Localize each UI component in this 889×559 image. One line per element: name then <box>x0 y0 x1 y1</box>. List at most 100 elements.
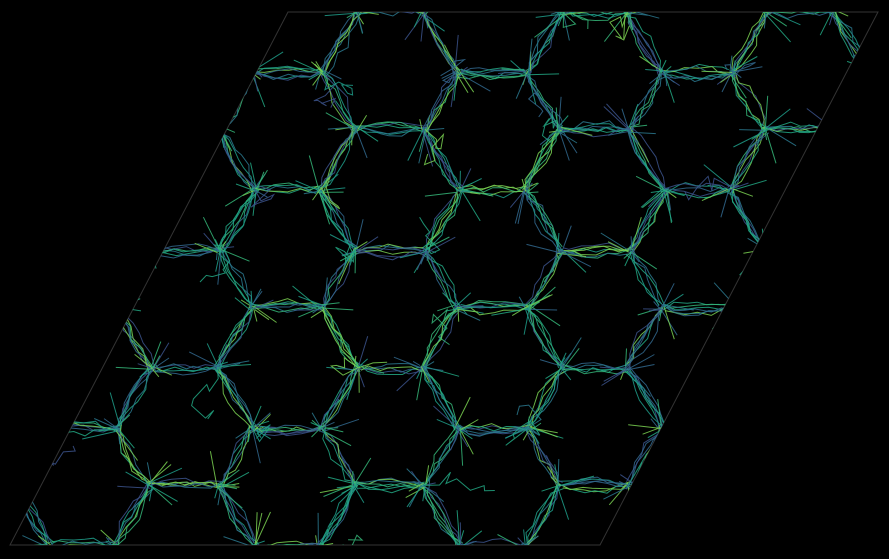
trajectory <box>556 475 595 487</box>
trajectory <box>525 484 560 545</box>
trajectory <box>528 303 565 371</box>
trajectory <box>525 308 558 311</box>
trajectory <box>517 537 528 545</box>
trajectory <box>149 341 162 370</box>
trajectory <box>217 484 222 506</box>
trajectory <box>303 190 319 195</box>
trajectory <box>545 368 562 380</box>
trajectory <box>118 365 151 426</box>
trajectory <box>425 186 462 253</box>
trajectory <box>609 12 630 41</box>
trajectory <box>219 311 253 369</box>
trajectory <box>730 74 747 99</box>
trajectory <box>460 168 472 190</box>
trajectory <box>527 182 539 193</box>
trajectory <box>629 74 662 133</box>
trajectory <box>457 190 471 193</box>
trajectory <box>631 230 645 253</box>
trajectory <box>628 12 648 16</box>
trajectory <box>317 483 357 545</box>
trajectory <box>321 69 359 128</box>
trajectory <box>529 425 558 438</box>
trajectory <box>229 305 256 336</box>
trajectory <box>354 12 365 25</box>
trajectory <box>254 540 320 545</box>
trajectory <box>209 451 218 488</box>
trajectory <box>421 128 457 188</box>
trajectory <box>459 71 475 93</box>
trajectory <box>600 232 628 251</box>
trajectory <box>767 12 831 13</box>
trajectory <box>316 487 356 545</box>
trajectory <box>416 367 423 380</box>
trajectory <box>458 66 468 75</box>
trajectory <box>149 481 224 486</box>
trajectory <box>526 486 559 545</box>
trajectory <box>703 164 733 189</box>
trajectory <box>543 251 564 283</box>
trajectory <box>627 130 639 143</box>
trajectory <box>666 187 727 199</box>
trajectory <box>457 184 525 194</box>
trajectory <box>150 477 222 487</box>
trajectory <box>649 71 665 84</box>
trajectory <box>220 130 254 191</box>
trajectory <box>419 119 423 131</box>
trajectory <box>528 304 561 327</box>
trajectory <box>459 304 527 308</box>
trajectory <box>412 360 421 366</box>
trajectory <box>560 126 632 133</box>
trajectory <box>746 131 765 156</box>
trajectory <box>525 368 561 428</box>
trajectory <box>215 130 258 189</box>
trajectory <box>459 427 464 466</box>
trajectory <box>255 302 325 309</box>
trajectory <box>324 248 356 308</box>
trajectory <box>628 103 639 128</box>
trajectory <box>425 13 456 75</box>
trajectory <box>739 129 767 131</box>
trajectory <box>425 236 456 254</box>
trajectory <box>456 510 461 545</box>
trajectory <box>250 420 270 428</box>
trajectory <box>558 96 562 130</box>
trajectory <box>436 418 458 429</box>
trajectory <box>641 188 666 209</box>
trajectory <box>137 363 151 369</box>
trajectory <box>459 522 462 545</box>
trajectory <box>217 364 256 432</box>
trajectory <box>214 360 250 368</box>
trajectory <box>731 129 762 193</box>
trajectory <box>726 132 765 193</box>
trajectory <box>603 366 630 382</box>
trajectory <box>441 70 459 79</box>
trajectory <box>251 543 324 545</box>
trajectory <box>526 189 561 254</box>
trajectory <box>523 307 530 335</box>
trajectory <box>631 187 670 248</box>
trajectory <box>730 129 764 194</box>
trajectory <box>663 66 672 74</box>
trajectory <box>534 14 566 38</box>
trajectory <box>424 187 464 253</box>
trajectory <box>100 529 116 544</box>
trajectory <box>222 425 251 487</box>
trajectory <box>530 364 562 428</box>
trajectory <box>663 306 675 340</box>
trajectory <box>420 249 428 265</box>
trajectory <box>425 251 442 279</box>
trajectory <box>248 424 321 437</box>
trajectory <box>625 364 655 371</box>
trajectory <box>431 307 458 346</box>
trajectory <box>433 405 460 430</box>
trajectory <box>109 392 121 429</box>
trajectory <box>423 126 460 189</box>
trajectory <box>635 175 668 193</box>
trajectory <box>358 358 368 367</box>
trajectory <box>330 483 358 503</box>
trajectory <box>355 129 368 159</box>
trajectory <box>557 14 564 27</box>
trajectory <box>354 355 357 367</box>
trajectory <box>627 364 663 426</box>
